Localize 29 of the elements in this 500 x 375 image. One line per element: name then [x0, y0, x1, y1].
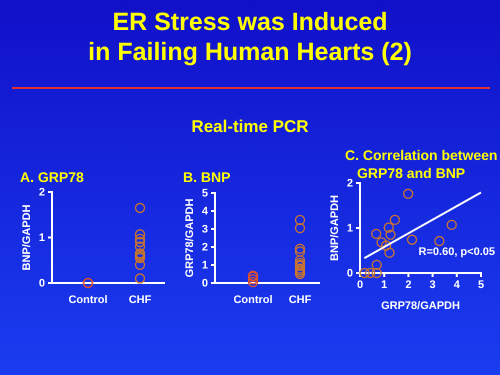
y-tick-label: 4 [202, 206, 209, 218]
x-tick-label: CHF [288, 294, 312, 306]
x-axis-title: GRP78/GAPDH [381, 300, 460, 312]
text: Real-time PCR [191, 117, 309, 136]
y-axis-title: BNP/GAPDH [21, 204, 33, 271]
x-tick-label: 4 [454, 278, 461, 291]
chart-title: A. GRP78 [20, 169, 84, 185]
text: ER Stress was Induced in Failing Human Hearts (2) [88, 8, 412, 66]
y-axis-title: BNP/GAPDH [329, 194, 341, 262]
x-tick-label: Control [68, 294, 108, 306]
y-tick-label: 1 [346, 222, 353, 235]
y-tick-label: 2 [38, 186, 45, 199]
x-tick-label: Control [233, 294, 273, 306]
x-tick-label: CHF [128, 294, 152, 306]
x-tick-label: 3 [430, 278, 436, 291]
x-tick-label: 0 [356, 278, 364, 291]
annotation: R=0.60, p<0.05 [418, 246, 495, 258]
chart-title: B. BNP [183, 169, 230, 185]
y-tick-label: 5 [202, 188, 208, 200]
x-tick-label: 2 [405, 278, 412, 291]
y-tick-label: 1 [38, 232, 45, 244]
y-tick-label: 2 [202, 242, 208, 254]
x-tick-label: 1 [381, 278, 388, 291]
y-tick-label: 1 [202, 260, 208, 272]
y-tick-label: 2 [346, 178, 353, 190]
y-tick-label: 3 [202, 224, 208, 236]
y-axis-title: GRP78/GAPDH [184, 198, 196, 278]
x-tick-label: 5 [478, 278, 484, 291]
y-tick-label: 0 [346, 268, 353, 280]
